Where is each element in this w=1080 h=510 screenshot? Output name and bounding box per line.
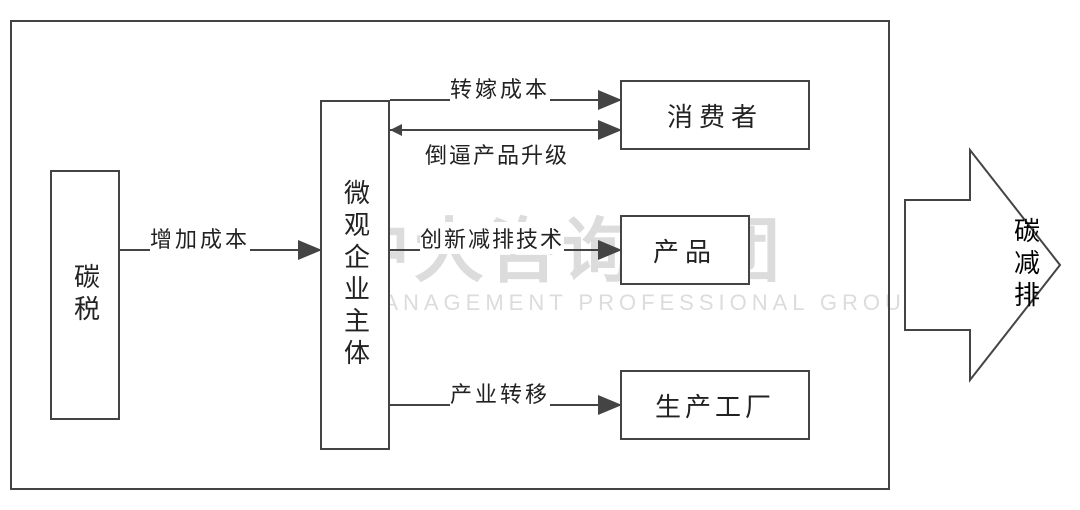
node-enterprise-label: 微观企业主体 — [337, 179, 374, 371]
label-pass-cost: 转嫁成本 — [450, 72, 550, 104]
label-relocation: 产业转移 — [450, 377, 550, 409]
label-innovation: 创新减排技术 — [420, 222, 564, 254]
node-carbon-tax-label: 碳税 — [67, 263, 104, 327]
node-factory: 生产工厂 — [620, 370, 810, 440]
node-enterprise: 微观企业主体 — [320, 100, 390, 450]
label-increase-cost: 增加成本 — [150, 222, 250, 254]
node-consumer-label: 消费者 — [667, 97, 763, 134]
node-carbon-tax: 碳税 — [50, 170, 120, 420]
node-factory-label: 生产工厂 — [655, 387, 775, 424]
node-reduction-label: 碳减排 — [1007, 217, 1044, 313]
node-consumer: 消费者 — [620, 80, 810, 150]
node-reduction: 碳减排 — [990, 175, 1060, 355]
label-force-upgrade: 倒逼产品升级 — [425, 138, 569, 170]
node-product: 产品 — [620, 215, 750, 285]
node-product-label: 产品 — [653, 232, 717, 269]
diagram-canvas: 中大咨询集团 MANAGEMENT PROFESSIONAL GROUP — [0, 0, 1080, 510]
